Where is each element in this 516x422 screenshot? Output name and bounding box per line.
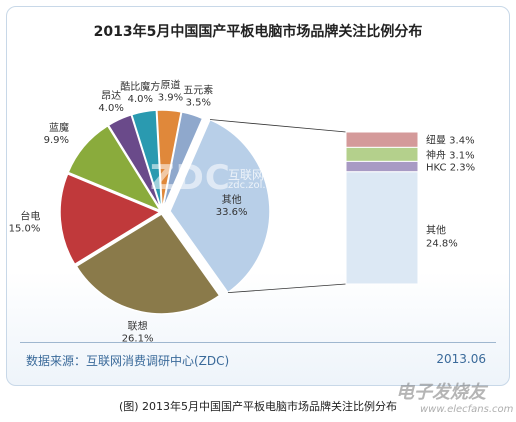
pie-slice-4: [67, 124, 163, 213]
connector-line-0: [209, 119, 347, 133]
breakdown-segment-2: [345, 160, 419, 173]
slice-value-6: 4.0%: [128, 94, 153, 105]
slice-value-4: 9.9%: [44, 135, 69, 146]
data-source: 数据来源：互联网消费调研中心(ZDC): [26, 354, 230, 368]
slice-value-3: 15.0%: [9, 224, 41, 235]
pie-slice-3: [59, 172, 162, 266]
connector-lines: [209, 119, 347, 294]
zdc-watermark: ZDC: [150, 158, 231, 198]
connector-line-1: [227, 283, 347, 294]
site-watermark-url: www.elecfans.com: [420, 404, 514, 415]
zdc-watermark-url: zdc.zol.com.cn: [228, 180, 302, 191]
slice-value-7: 3.9%: [158, 92, 183, 103]
zdc-watermark-cn: 互联网消费调研中心: [228, 168, 337, 182]
slice-value-1: 33.6%: [216, 207, 248, 218]
slice-name-3: 台电: [20, 210, 40, 223]
breakdown-label-2: HKC 2.3%: [426, 163, 475, 174]
slice-name-1: 其他: [222, 193, 242, 206]
breakdown-label-3: 其他: [426, 224, 446, 237]
figure-caption: (图) 2013年5月中国国产平板电脑市场品牌关注比例分布: [118, 400, 398, 413]
breakdown-segment-3: [345, 171, 419, 285]
slice-name-7: 原道: [160, 78, 180, 91]
chart-title: 2013年5月中国国产平板电脑市场品牌关注比例分布: [93, 24, 423, 40]
slice-value-5: 4.0%: [98, 103, 123, 114]
pie-labels: 五元素3.5%其他33.6%联想26.1%台电15.0%蓝魔9.9%昂达4.0%…: [9, 78, 248, 344]
slice-value-2: 26.1%: [122, 334, 154, 345]
breakdown-labels: 纽曼 3.4%神舟 3.1% HKC 2.3% 其他 24.8%: [426, 134, 475, 250]
pie-slice-1: [169, 118, 271, 294]
breakdown-segment-0: [345, 131, 419, 148]
slice-name-2: 联想: [128, 320, 148, 333]
slice-name-6: 酷比魔方: [120, 80, 160, 93]
slice-name-4: 蓝魔: [49, 121, 69, 134]
report-date: 2013.06: [436, 352, 486, 366]
breakdown-value-3: 24.8%: [426, 239, 458, 250]
slice-name-5: 昂达: [101, 90, 121, 102]
pie-slice-2: [75, 212, 221, 315]
breakdown-bar: [345, 131, 419, 285]
slice-name-0: 五元素: [183, 84, 213, 97]
footer-divider: [20, 342, 496, 343]
pie-slice-7: [156, 109, 183, 211]
pie-slices: [59, 109, 271, 315]
breakdown-label-0: 纽曼 3.4%: [426, 134, 475, 147]
breakdown-label-1: 神舟 3.1%: [426, 148, 475, 161]
slice-value-0: 3.5%: [186, 98, 211, 109]
site-watermark: 电子发烧友: [396, 382, 486, 403]
breakdown-segment-1: [345, 146, 419, 162]
